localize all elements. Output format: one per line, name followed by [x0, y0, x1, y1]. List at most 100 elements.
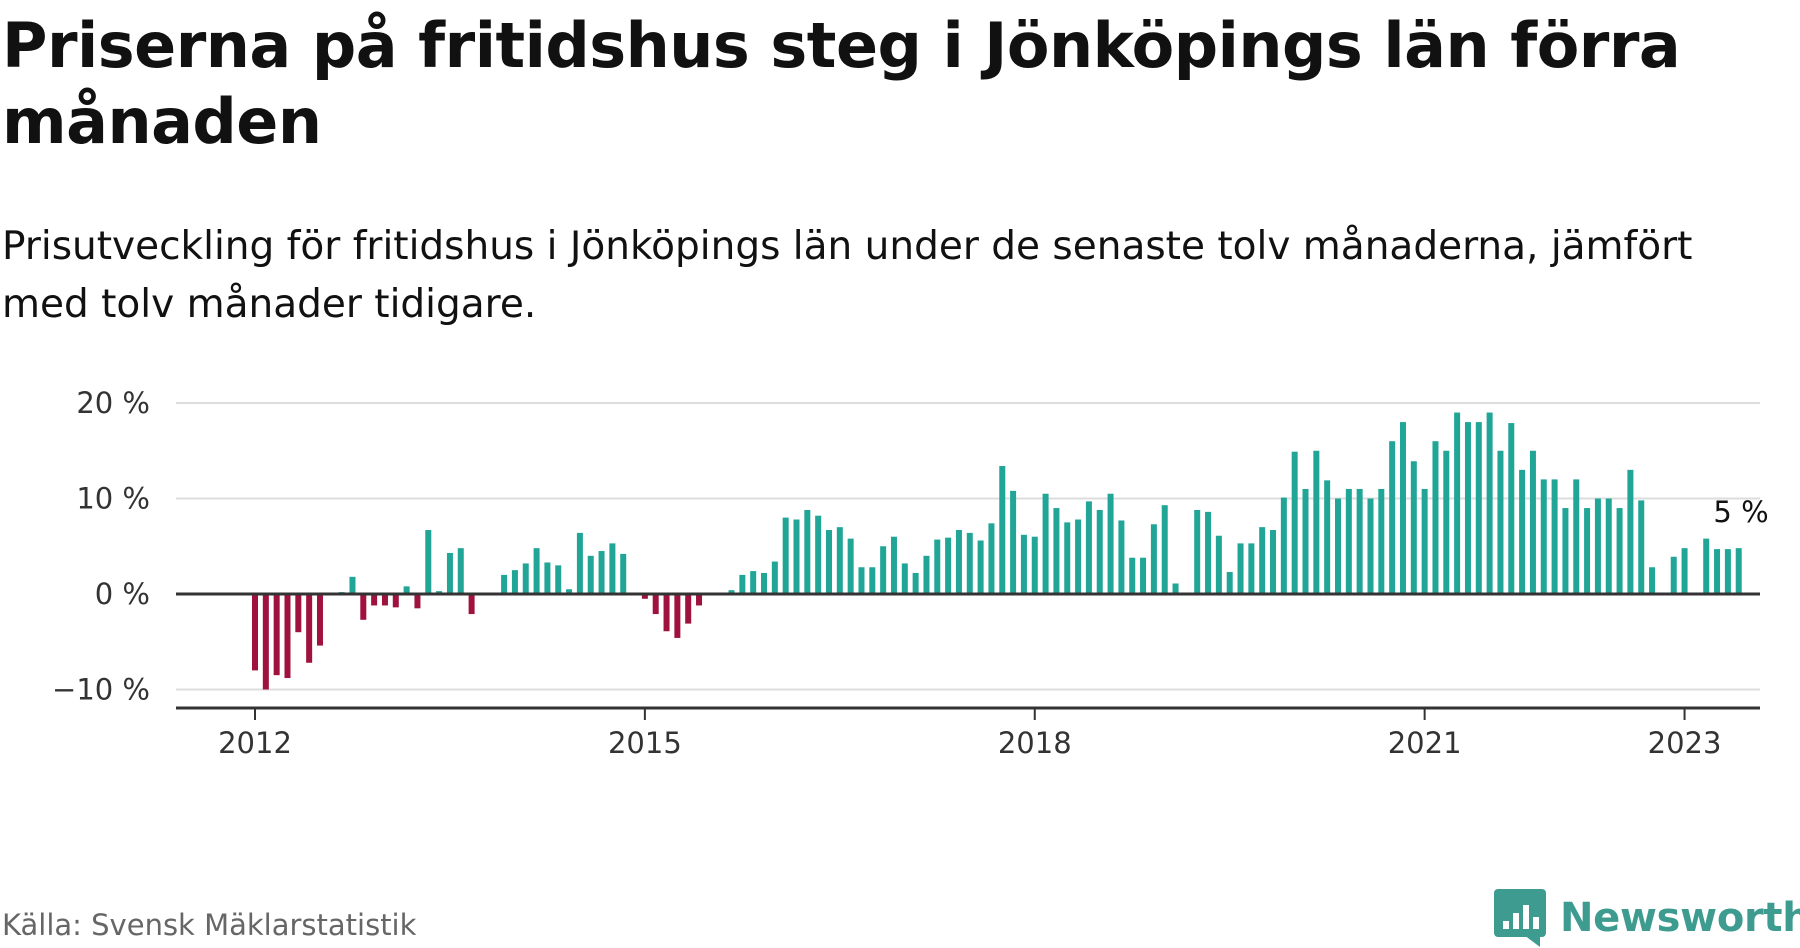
bar: [316, 594, 323, 646]
bar: [598, 551, 605, 594]
bar: [1367, 498, 1374, 594]
bar: [1020, 534, 1027, 594]
bar: [1529, 450, 1536, 594]
bars: [252, 412, 1742, 690]
source-note: Källa: Svensk Mäklarstatistik: [2, 908, 417, 942]
bar: [804, 509, 811, 594]
bar: [1248, 543, 1255, 594]
bar: [771, 561, 778, 594]
bar: [1280, 497, 1287, 594]
bar: [1140, 557, 1147, 594]
bar: [750, 571, 757, 594]
bar: [858, 567, 865, 594]
bar: [934, 539, 941, 594]
bar: [1237, 543, 1244, 594]
bar: [1313, 450, 1320, 594]
y-tick-label: 20 %: [76, 386, 150, 420]
bar: [1150, 524, 1157, 594]
bar: [674, 594, 681, 638]
bar: [609, 543, 616, 594]
bar: [1703, 538, 1710, 594]
bar-chart: 20 % 10 % 0 % −10 % 2012 2015 2018 2021 2023 5 %: [52, 386, 1769, 760]
bar: [1215, 535, 1222, 594]
bar: [1161, 505, 1168, 594]
bar: [360, 594, 367, 620]
bar: [425, 530, 432, 594]
bar: [1497, 450, 1504, 594]
y-tick-label: 0 %: [95, 577, 150, 611]
bar: [728, 590, 735, 594]
bar: [923, 555, 930, 594]
bar: [793, 519, 800, 594]
bar: [825, 530, 832, 594]
bar: [1475, 422, 1482, 594]
bar: [1421, 488, 1428, 594]
bar: [1573, 479, 1580, 594]
bar: [262, 594, 269, 690]
y-tick-label: 10 %: [76, 482, 150, 516]
bar: [1464, 422, 1471, 594]
bar: [890, 536, 897, 594]
bar: [912, 572, 919, 594]
bar: [1519, 469, 1526, 594]
bar: [1486, 412, 1493, 594]
bar: [1562, 508, 1569, 594]
bar: [815, 515, 822, 594]
bar: [1270, 530, 1277, 594]
bar: [533, 548, 540, 594]
grid-lines: [176, 402, 1760, 691]
bar: [1681, 548, 1688, 594]
bar: [381, 594, 388, 606]
bar: [847, 538, 854, 594]
bar: [955, 530, 962, 594]
bar: [446, 552, 453, 594]
bar: [544, 562, 551, 594]
bar: [1302, 488, 1309, 594]
bar: [295, 594, 302, 633]
bar: [468, 594, 475, 615]
bar: [1226, 572, 1233, 594]
bar: [306, 594, 313, 663]
bar: [511, 570, 518, 594]
bar: [1551, 479, 1558, 594]
bar: [836, 527, 843, 594]
bar: [501, 574, 508, 594]
bar: [1324, 480, 1331, 594]
bar: [1118, 520, 1125, 594]
bar: [1010, 490, 1017, 594]
bar: [284, 594, 291, 679]
bar: [1378, 488, 1385, 594]
bar: [1259, 527, 1266, 594]
bar: [1508, 423, 1515, 594]
bar: [966, 532, 973, 594]
bar: [1205, 511, 1212, 594]
bar: [522, 563, 529, 594]
x-tick-label: 2018: [998, 726, 1072, 760]
bar: [1399, 422, 1406, 594]
bar: [945, 537, 952, 594]
bar: [1714, 549, 1721, 594]
bar: [1096, 509, 1103, 594]
bar: [1172, 583, 1179, 594]
bar: [1075, 519, 1082, 594]
bar: [1432, 441, 1439, 594]
chart-subtitle: Prisutveckling för fritidshus i Jönköpin…: [2, 224, 1693, 327]
bar: [869, 567, 876, 594]
bar: [1584, 508, 1591, 594]
bar: [252, 594, 258, 671]
bar: [457, 548, 464, 594]
bar: [663, 594, 670, 632]
bar: [1540, 479, 1547, 594]
bar: [1454, 412, 1461, 594]
bar: [696, 594, 703, 606]
bar: [641, 594, 648, 599]
x-tick-label: 2023: [1648, 726, 1722, 760]
bar: [1670, 556, 1677, 594]
x-tick-label: 2021: [1388, 726, 1462, 760]
bar: [414, 594, 421, 609]
bar: [371, 594, 378, 606]
x-tick-label: 2015: [608, 726, 682, 760]
bar: [1627, 469, 1634, 594]
bar: [576, 532, 583, 594]
bar: [739, 574, 746, 594]
